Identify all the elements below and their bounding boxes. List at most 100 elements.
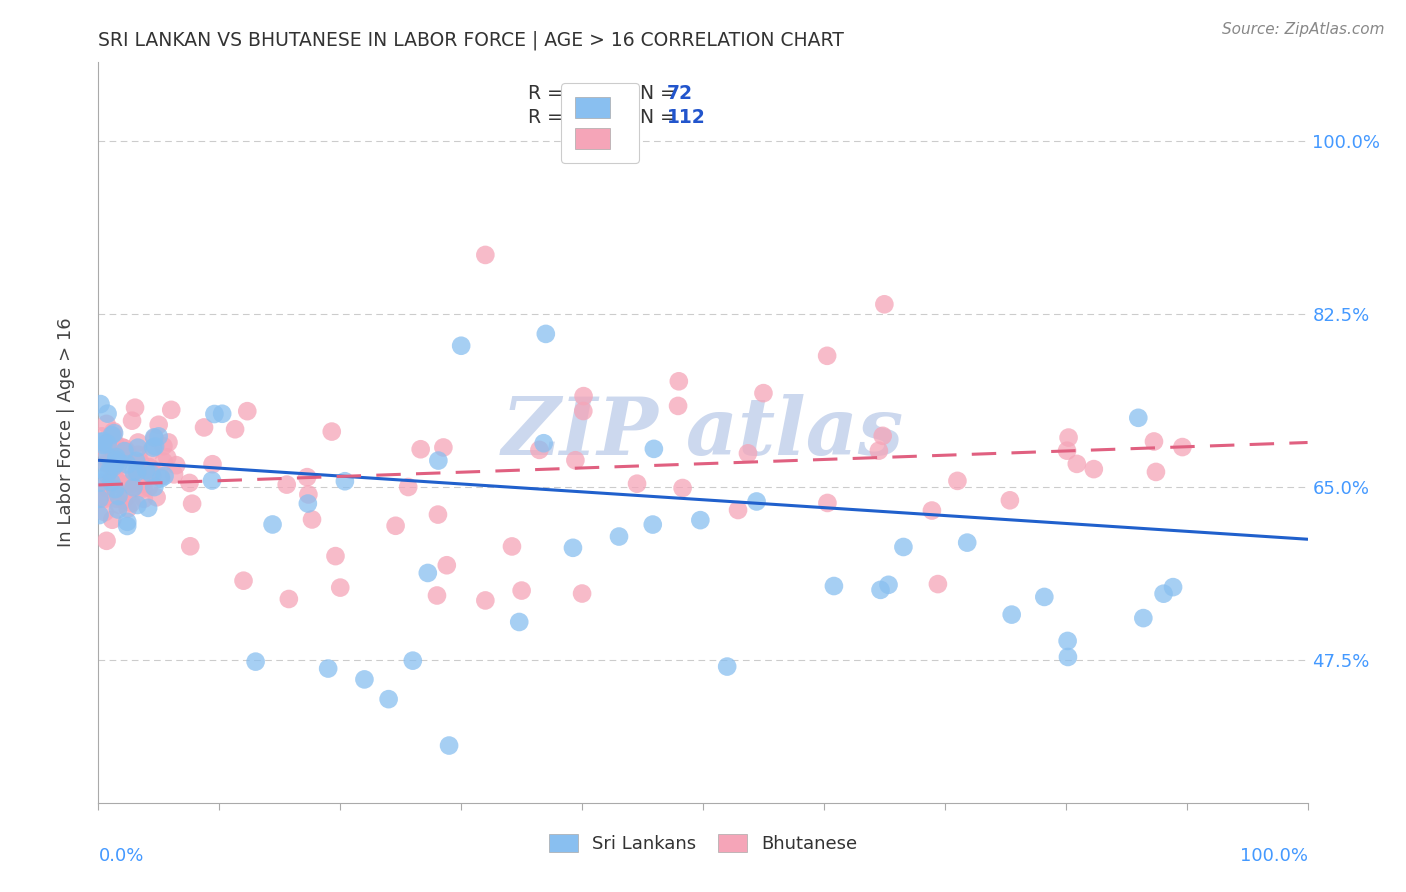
Point bbox=[96, 436, 118, 450]
Point bbox=[1153, 587, 1175, 601]
Point bbox=[437, 739, 460, 753]
Point bbox=[156, 450, 179, 465]
Point bbox=[97, 450, 120, 464]
Text: SRI LANKAN VS BHUTANESE IN LABOR FORCE | AGE > 16 CORRELATION CHART: SRI LANKAN VS BHUTANESE IN LABOR FORCE |… bbox=[98, 30, 844, 50]
Point bbox=[96, 456, 118, 470]
Point bbox=[103, 457, 125, 471]
Point bbox=[143, 439, 166, 453]
Point bbox=[141, 467, 163, 481]
Point bbox=[727, 503, 749, 517]
Point bbox=[1143, 434, 1166, 449]
Point bbox=[562, 541, 585, 555]
Point bbox=[143, 430, 166, 444]
Point bbox=[276, 477, 298, 491]
Point bbox=[402, 654, 425, 668]
Point bbox=[127, 465, 149, 479]
Point bbox=[105, 491, 128, 506]
Point bbox=[104, 457, 127, 471]
Point bbox=[135, 463, 157, 477]
Point bbox=[416, 566, 439, 580]
Point bbox=[666, 399, 689, 413]
Point bbox=[671, 481, 693, 495]
Point bbox=[1144, 465, 1167, 479]
Text: R =: R = bbox=[527, 108, 568, 127]
Point bbox=[1161, 580, 1184, 594]
Point bbox=[143, 480, 166, 494]
Point bbox=[93, 434, 115, 449]
Point bbox=[927, 577, 949, 591]
Point bbox=[103, 448, 125, 462]
Point bbox=[103, 426, 125, 441]
Point bbox=[508, 615, 530, 629]
Point bbox=[427, 453, 450, 467]
Point bbox=[150, 471, 173, 485]
Point bbox=[1001, 607, 1024, 622]
Point bbox=[117, 476, 139, 491]
Point bbox=[96, 481, 118, 495]
Point bbox=[321, 425, 343, 439]
Point bbox=[89, 434, 111, 449]
Point bbox=[353, 673, 375, 687]
Point bbox=[869, 582, 891, 597]
Point bbox=[117, 489, 139, 503]
Point bbox=[115, 519, 138, 533]
Point bbox=[122, 480, 145, 494]
Point bbox=[89, 462, 111, 476]
Point bbox=[89, 491, 111, 506]
Point bbox=[297, 496, 319, 510]
Point bbox=[103, 429, 125, 443]
Point bbox=[152, 439, 174, 453]
Point bbox=[163, 467, 186, 482]
Point bbox=[426, 589, 449, 603]
Point bbox=[145, 491, 167, 505]
Point bbox=[143, 431, 166, 445]
Point bbox=[129, 456, 152, 470]
Point bbox=[956, 535, 979, 549]
Point bbox=[333, 475, 356, 489]
Point bbox=[426, 508, 449, 522]
Point bbox=[1171, 440, 1194, 454]
Point bbox=[112, 493, 135, 508]
Point bbox=[101, 513, 124, 527]
Point bbox=[103, 425, 125, 439]
Point bbox=[529, 442, 551, 457]
Point bbox=[823, 579, 845, 593]
Point bbox=[132, 482, 155, 496]
Point bbox=[643, 442, 665, 456]
Point bbox=[138, 460, 160, 475]
Point bbox=[921, 503, 943, 517]
Point bbox=[110, 440, 132, 454]
Point bbox=[104, 436, 127, 450]
Point bbox=[1128, 410, 1150, 425]
Point bbox=[668, 374, 690, 388]
Point bbox=[108, 455, 131, 469]
Point bbox=[125, 473, 148, 487]
Point bbox=[107, 489, 129, 503]
Point bbox=[125, 454, 148, 468]
Text: ZIP atlas: ZIP atlas bbox=[502, 394, 904, 471]
Point bbox=[141, 468, 163, 483]
Point bbox=[127, 448, 149, 462]
Point bbox=[107, 458, 129, 473]
Point bbox=[1066, 457, 1088, 471]
Point bbox=[142, 441, 165, 455]
Point bbox=[384, 518, 406, 533]
Y-axis label: In Labor Force | Age > 16: In Labor Force | Age > 16 bbox=[56, 318, 75, 548]
Point bbox=[103, 467, 125, 482]
Point bbox=[94, 505, 117, 519]
Point bbox=[165, 458, 187, 472]
Point bbox=[107, 498, 129, 512]
Point bbox=[100, 475, 122, 490]
Point bbox=[93, 438, 115, 452]
Point bbox=[211, 407, 233, 421]
Point bbox=[224, 422, 246, 436]
Point bbox=[96, 533, 118, 548]
Point bbox=[148, 417, 170, 432]
Point bbox=[329, 581, 352, 595]
Point bbox=[96, 477, 118, 491]
Point bbox=[1056, 634, 1078, 648]
Text: Source: ZipAtlas.com: Source: ZipAtlas.com bbox=[1222, 22, 1385, 37]
Point bbox=[101, 441, 124, 455]
Text: -0.148: -0.148 bbox=[568, 84, 634, 103]
Text: 100.0%: 100.0% bbox=[1240, 847, 1308, 865]
